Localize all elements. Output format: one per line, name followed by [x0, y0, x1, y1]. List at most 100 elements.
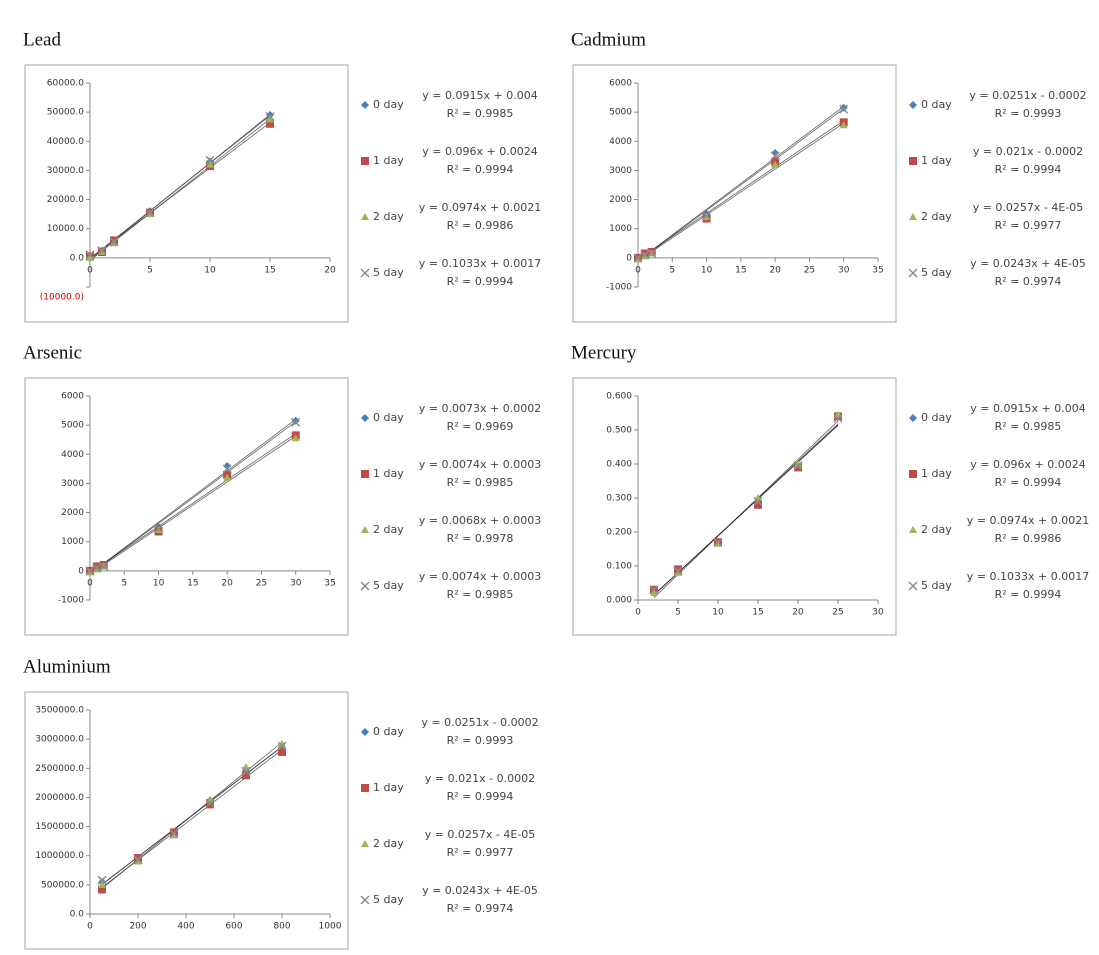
point: [647, 248, 657, 259]
x-tick-label: 10: [204, 265, 216, 275]
point: [205, 155, 215, 165]
y-tick-label: 6000: [609, 79, 632, 89]
x-tick-label: 10: [153, 578, 165, 588]
trend-equation: y = 0.0251x - 0.0002: [421, 716, 538, 729]
point: [99, 561, 109, 572]
trend-equation: y = 0.0974x + 0.0021: [967, 514, 1089, 527]
legend-marker: [361, 728, 369, 736]
point: [673, 566, 683, 576]
trend-line: [637, 105, 844, 261]
trend-r2: R² = 0.9985: [447, 476, 514, 489]
trend-equation: y = 0.0068x + 0.0003: [419, 514, 541, 527]
y-tick-label: 60000.0: [47, 79, 84, 89]
x-tick-label: 15: [187, 578, 198, 588]
y-tick-label: 1000: [61, 537, 84, 547]
point: [794, 460, 802, 467]
y-tick-label: 1000000.0: [35, 851, 84, 861]
legend-marker: [909, 101, 917, 109]
legend-marker: [908, 581, 918, 591]
point: [771, 148, 780, 157]
x-tick-label: 20: [792, 608, 804, 618]
chart-title: Mercury: [571, 342, 637, 363]
x-tick-label: 25: [256, 578, 267, 588]
legend-label: 0 day: [921, 411, 952, 424]
y-tick-label: 0.300: [606, 494, 632, 504]
y-tick-label: 3000: [61, 479, 84, 489]
trend-equation: y = 0.096x + 0.0024: [422, 145, 537, 158]
y-tick-label: 2500000.0: [35, 764, 84, 774]
point: [98, 885, 106, 894]
chart-title: Aluminium: [23, 656, 111, 677]
y-tick-label: 1500000.0: [35, 822, 84, 832]
point: [266, 115, 274, 123]
trend-r2: R² = 0.9985: [447, 588, 514, 601]
trend-equation: y = 0.0257x - 4E-05: [973, 201, 1084, 214]
chart-title: Lead: [23, 29, 61, 50]
x-tick-label: 10: [701, 265, 713, 275]
legend-label: 5 day: [373, 266, 404, 279]
legend-marker: [360, 895, 370, 905]
x-tick-label: 25: [832, 608, 843, 618]
point: [770, 151, 780, 161]
point: [205, 798, 215, 808]
trend-line: [637, 122, 844, 262]
trend-r2: R² = 0.9994: [995, 588, 1062, 601]
trend-r2: R² = 0.9986: [995, 532, 1062, 545]
y-tick-label: 2000: [61, 508, 84, 518]
legend-label: 2 day: [373, 210, 404, 223]
legend-marker: [361, 526, 369, 533]
trend-equation: y = 0.021x - 0.0002: [425, 772, 535, 785]
y-tick-label: 5000: [61, 421, 84, 431]
legend-label: 0 day: [373, 98, 404, 111]
point: [265, 111, 275, 122]
x-tick-label: 0: [635, 608, 641, 618]
legend-marker: [361, 414, 369, 422]
legend-label: 5 day: [921, 266, 952, 279]
point: [713, 537, 723, 547]
x-tick-label: 800: [273, 922, 290, 932]
point: [794, 463, 802, 472]
point: [242, 771, 250, 780]
trend-r2: R² = 0.9993: [447, 734, 514, 747]
legend-label: 0 day: [921, 98, 952, 111]
legend-marker: [908, 268, 918, 278]
point: [241, 766, 251, 776]
y-tick-label: 0.100: [606, 562, 632, 572]
trend-line: [653, 424, 839, 596]
x-tick-label: 5: [675, 608, 681, 618]
legend-marker: [361, 101, 369, 109]
point: [754, 500, 762, 509]
y-tick-label: 20000.0: [47, 195, 84, 205]
point: [278, 747, 286, 756]
y-tick-label: 0.000: [606, 596, 632, 606]
x-tick-label: 5: [121, 578, 127, 588]
point: [92, 563, 102, 573]
legend-marker: [361, 213, 369, 220]
point: [97, 875, 107, 885]
x-tick-label: 15: [264, 265, 275, 275]
plot-frame: [24, 64, 349, 323]
trend-equation: y = 0.0074x + 0.0003: [419, 570, 541, 583]
trend-equation: y = 0.0915x + 0.004: [970, 402, 1085, 415]
y-tick-label: 0.0: [70, 910, 85, 920]
trend-line: [89, 118, 271, 261]
x-tick-label: 15: [735, 265, 746, 275]
point: [222, 464, 232, 474]
legend-label: 1 day: [921, 467, 952, 480]
trend-r2: R² = 0.9994: [447, 163, 514, 176]
trend-r2: R² = 0.9986: [447, 219, 514, 232]
x-tick-label: 25: [804, 265, 815, 275]
point: [640, 250, 650, 260]
point: [154, 524, 164, 534]
trend-equation: y = 0.0257x - 4E-05: [425, 828, 536, 841]
point: [793, 461, 803, 471]
trend-line: [89, 435, 296, 575]
y-tick-label: -1000: [606, 283, 632, 293]
x-tick-label: 20: [769, 265, 781, 275]
point: [633, 253, 643, 263]
legend-marker: [909, 470, 917, 478]
y-tick-label: 40000.0: [47, 137, 84, 147]
trend-r2: R² = 0.9994: [995, 476, 1062, 489]
x-tick-label: 0: [87, 922, 93, 932]
y-tick-label: 0.400: [606, 460, 632, 470]
